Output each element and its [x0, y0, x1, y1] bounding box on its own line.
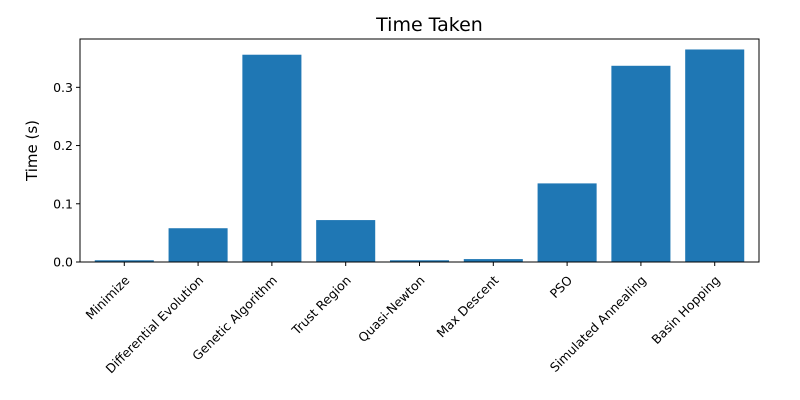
bar [463, 259, 523, 262]
x-tick-label: Max Descent [434, 272, 502, 340]
chart-title: Time Taken [375, 14, 483, 36]
bar [94, 260, 154, 262]
bar [537, 183, 597, 262]
y-tick-label: 0.0 [53, 255, 73, 270]
y-axis-label: Time (s) [23, 120, 41, 182]
x-tick-label: Quasi-Newton [355, 273, 428, 346]
y-axis-ticks: 0.0 0.1 0.2 0.3 [53, 80, 80, 270]
bar [389, 260, 450, 262]
bars-group [94, 49, 745, 262]
bar [611, 65, 671, 262]
x-tick-label: PSO [547, 272, 576, 301]
bar [242, 54, 302, 262]
bar [168, 228, 228, 262]
x-tick-label: Trust Region [288, 273, 354, 339]
bar [316, 220, 376, 262]
plot-frame [79, 38, 760, 263]
bar [685, 49, 745, 262]
y-tick-label: 0.2 [53, 138, 73, 153]
x-tick-label: Basin Hopping [648, 273, 723, 348]
y-tick-label: 0.1 [53, 196, 73, 211]
y-tick-label: 0.3 [53, 80, 73, 95]
x-tick-label: Minimize [83, 272, 133, 322]
